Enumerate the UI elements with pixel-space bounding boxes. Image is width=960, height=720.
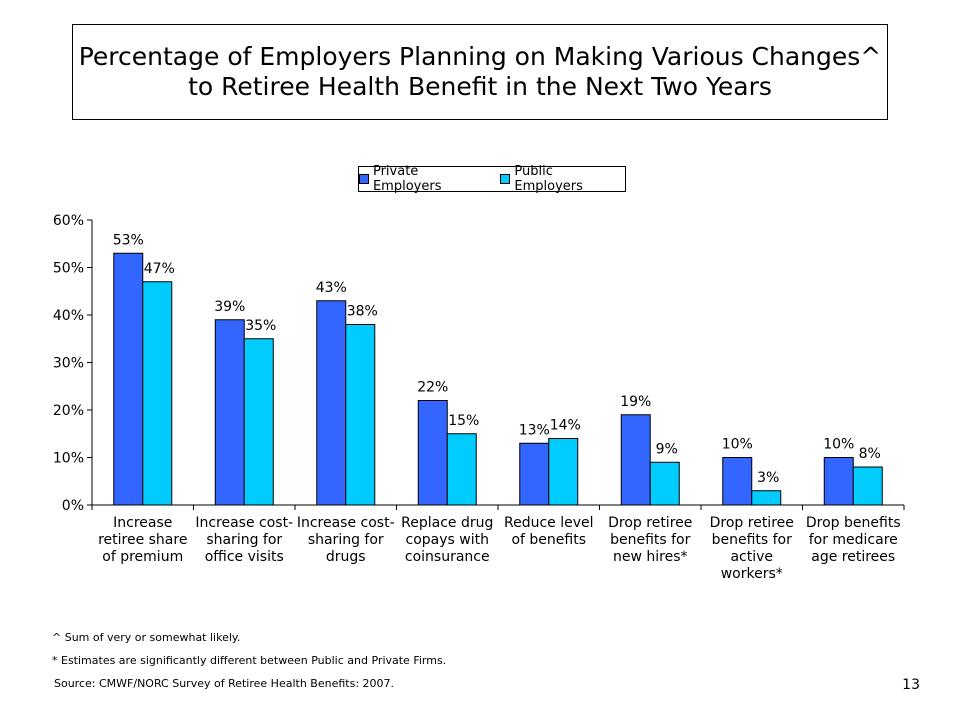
x-category-label-line: Drop retiree (608, 515, 692, 531)
x-category-label-line: sharing for (206, 532, 282, 548)
y-tick-label: 20% (53, 403, 84, 419)
x-category-label-line: active (730, 549, 773, 565)
data-label-private: 39% (214, 299, 245, 315)
data-label-private: 22% (417, 380, 448, 396)
bar-private (417, 400, 448, 506)
x-category-label-line: age retirees (811, 549, 895, 565)
x-category-label-line: of benefits (511, 532, 586, 548)
x-category-label-line: Drop benefits (806, 515, 901, 531)
y-tick-label: 0% (62, 498, 84, 514)
bar-public (548, 438, 579, 506)
x-category-label: Increase cost-sharing for office visits (195, 515, 293, 565)
bar-public (649, 461, 680, 506)
x-category-label-line: benefits for (610, 532, 691, 548)
bar-private (214, 319, 245, 506)
data-label-public: 14% (550, 418, 581, 434)
legend-label-public: Public Employers (514, 164, 583, 194)
data-label-private: 53% (113, 232, 144, 248)
x-category-label-line: for medicare (809, 532, 898, 548)
x-category-label: Increase retiree share of premium (98, 515, 187, 565)
x-category-label-line: Drop retiree (710, 515, 794, 531)
x-category-label-line: Increase (113, 515, 172, 531)
bar-public (446, 433, 477, 506)
data-label-private: 19% (620, 394, 651, 410)
chart-title-line-2: to Retiree Health Benefit in the Next Tw… (188, 72, 772, 101)
data-label-private: 43% (316, 280, 347, 296)
bar-public (751, 490, 782, 506)
x-category-label-line: Replace drug (401, 515, 493, 531)
y-tick-label: 50% (53, 261, 84, 277)
bar-public (243, 338, 274, 506)
y-tick-label: 40% (53, 308, 84, 324)
y-tick-label: 60% (53, 213, 84, 229)
x-category-label-line: retiree share (98, 532, 187, 548)
x-category-label: Drop retiree benefits for new hires* (608, 515, 692, 565)
bar-private (519, 442, 550, 506)
footnote-asterisk: * Estimates are significantly different … (52, 654, 447, 667)
x-category-label-line: of premium (102, 549, 183, 565)
x-category-label-line: drugs (326, 549, 366, 565)
bar-public (142, 281, 173, 506)
y-tick-label: 30% (53, 356, 84, 372)
footnote-source: Source: CMWF/NORC Survey of Retiree Heal… (54, 677, 395, 690)
chart-title-line-1: Percentage of Employers Planning on Maki… (78, 42, 882, 71)
bar-private (823, 457, 854, 506)
data-label-public: 8% (859, 446, 881, 462)
x-category-label-line: copays with (406, 532, 489, 548)
bar-private (620, 414, 651, 506)
data-label-public: 15% (448, 413, 479, 429)
data-label-public: 9% (656, 441, 678, 457)
x-category-label-line: coinsurance (405, 549, 490, 565)
data-label-private: 10% (823, 437, 854, 453)
x-category-label-line: workers* (721, 566, 783, 582)
footnote-caret: ^ Sum of very or somewhat likely. (52, 631, 241, 644)
bar-private (722, 457, 753, 506)
x-category-label: Drop retiree benefits for active workers* (710, 515, 794, 582)
x-category-label-line: benefits for (712, 532, 793, 548)
bar-public (345, 324, 376, 506)
x-category-label: Reduce level of benefits (504, 515, 594, 548)
x-category-label-line: office visits (205, 549, 284, 565)
legend-swatch-private (359, 174, 369, 184)
bar-private (113, 252, 144, 506)
legend-item-public: Public Employers (500, 164, 625, 194)
legend-label-private: Private Employers (372, 164, 442, 194)
x-category-label: Drop benefits for medicare age retirees (806, 515, 901, 565)
x-category-label-line: Reduce level (504, 515, 594, 531)
data-label-private: 13% (519, 422, 550, 438)
legend-item-private: Private Employers (359, 164, 490, 194)
data-label-public: 3% (757, 470, 779, 486)
data-label-private: 10% (722, 437, 753, 453)
x-category-label-line: Increase cost- (297, 515, 395, 531)
page-number: 13 (902, 677, 920, 693)
chart-title-box: Percentage of Employers Planning on Maki… (72, 24, 888, 120)
y-tick-label: 10% (53, 451, 84, 467)
x-category-label: Increase cost-sharing for drugs (297, 515, 395, 565)
x-category-label-line: new hires* (613, 549, 688, 565)
x-category-label-line: Increase cost- (195, 515, 293, 531)
x-category-label: Replace drug copays with coinsurance (401, 515, 493, 565)
bar-private (316, 300, 347, 506)
data-label-public: 35% (245, 318, 276, 334)
data-label-public: 47% (144, 261, 175, 277)
x-category-label-line: sharing for (308, 532, 384, 548)
bar-public (852, 466, 883, 506)
chart-legend: Private Employers Public Employers (358, 164, 626, 194)
legend-swatch-public (500, 174, 511, 184)
data-label-public: 38% (347, 304, 378, 320)
